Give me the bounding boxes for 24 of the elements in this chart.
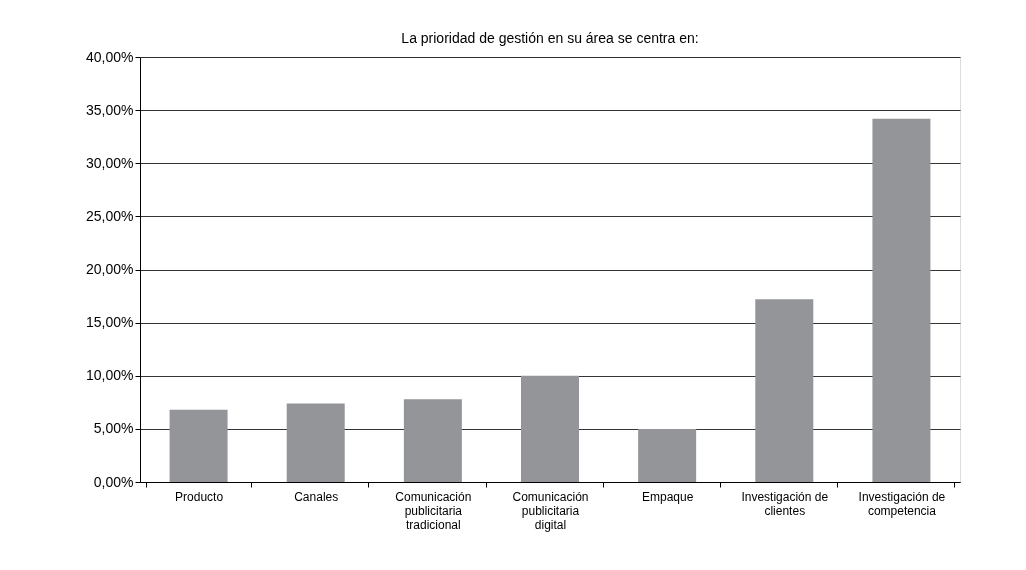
x-tick-label: Investigación de clientes xyxy=(741,489,829,518)
y-tick-label: 10,00% xyxy=(86,367,134,384)
x-tick-label: Empaque xyxy=(641,489,694,504)
x-tick-label: Comunicación publicitaria tradicional xyxy=(395,489,472,532)
y-tick-label: 20,00% xyxy=(86,261,134,277)
y-tick-label: 40,00% xyxy=(86,48,134,65)
x-tick-label: Comunicación publicitaria digital xyxy=(512,489,589,532)
y-tick-label: 15,00% xyxy=(86,314,134,331)
bar xyxy=(755,299,814,482)
bar xyxy=(521,375,579,482)
y-tick-label: 35,00% xyxy=(86,101,134,118)
x-tick-label: Investigación de competencia xyxy=(858,489,946,518)
bar xyxy=(638,428,697,482)
y-tick-label: 30,00% xyxy=(86,154,134,171)
x-tick-label: Canales xyxy=(294,489,339,504)
chart-title: La prioridad de gestión en su área se centra en: xyxy=(401,30,699,46)
bar xyxy=(169,409,228,482)
bar xyxy=(403,399,462,482)
bar xyxy=(872,118,931,482)
x-tick-label: Producto xyxy=(175,489,224,504)
y-tick-label: 0,00% xyxy=(93,473,134,490)
y-tick-label: 5,00% xyxy=(93,420,134,437)
bar xyxy=(286,403,345,482)
y-tick-label: 25,00% xyxy=(86,207,134,224)
